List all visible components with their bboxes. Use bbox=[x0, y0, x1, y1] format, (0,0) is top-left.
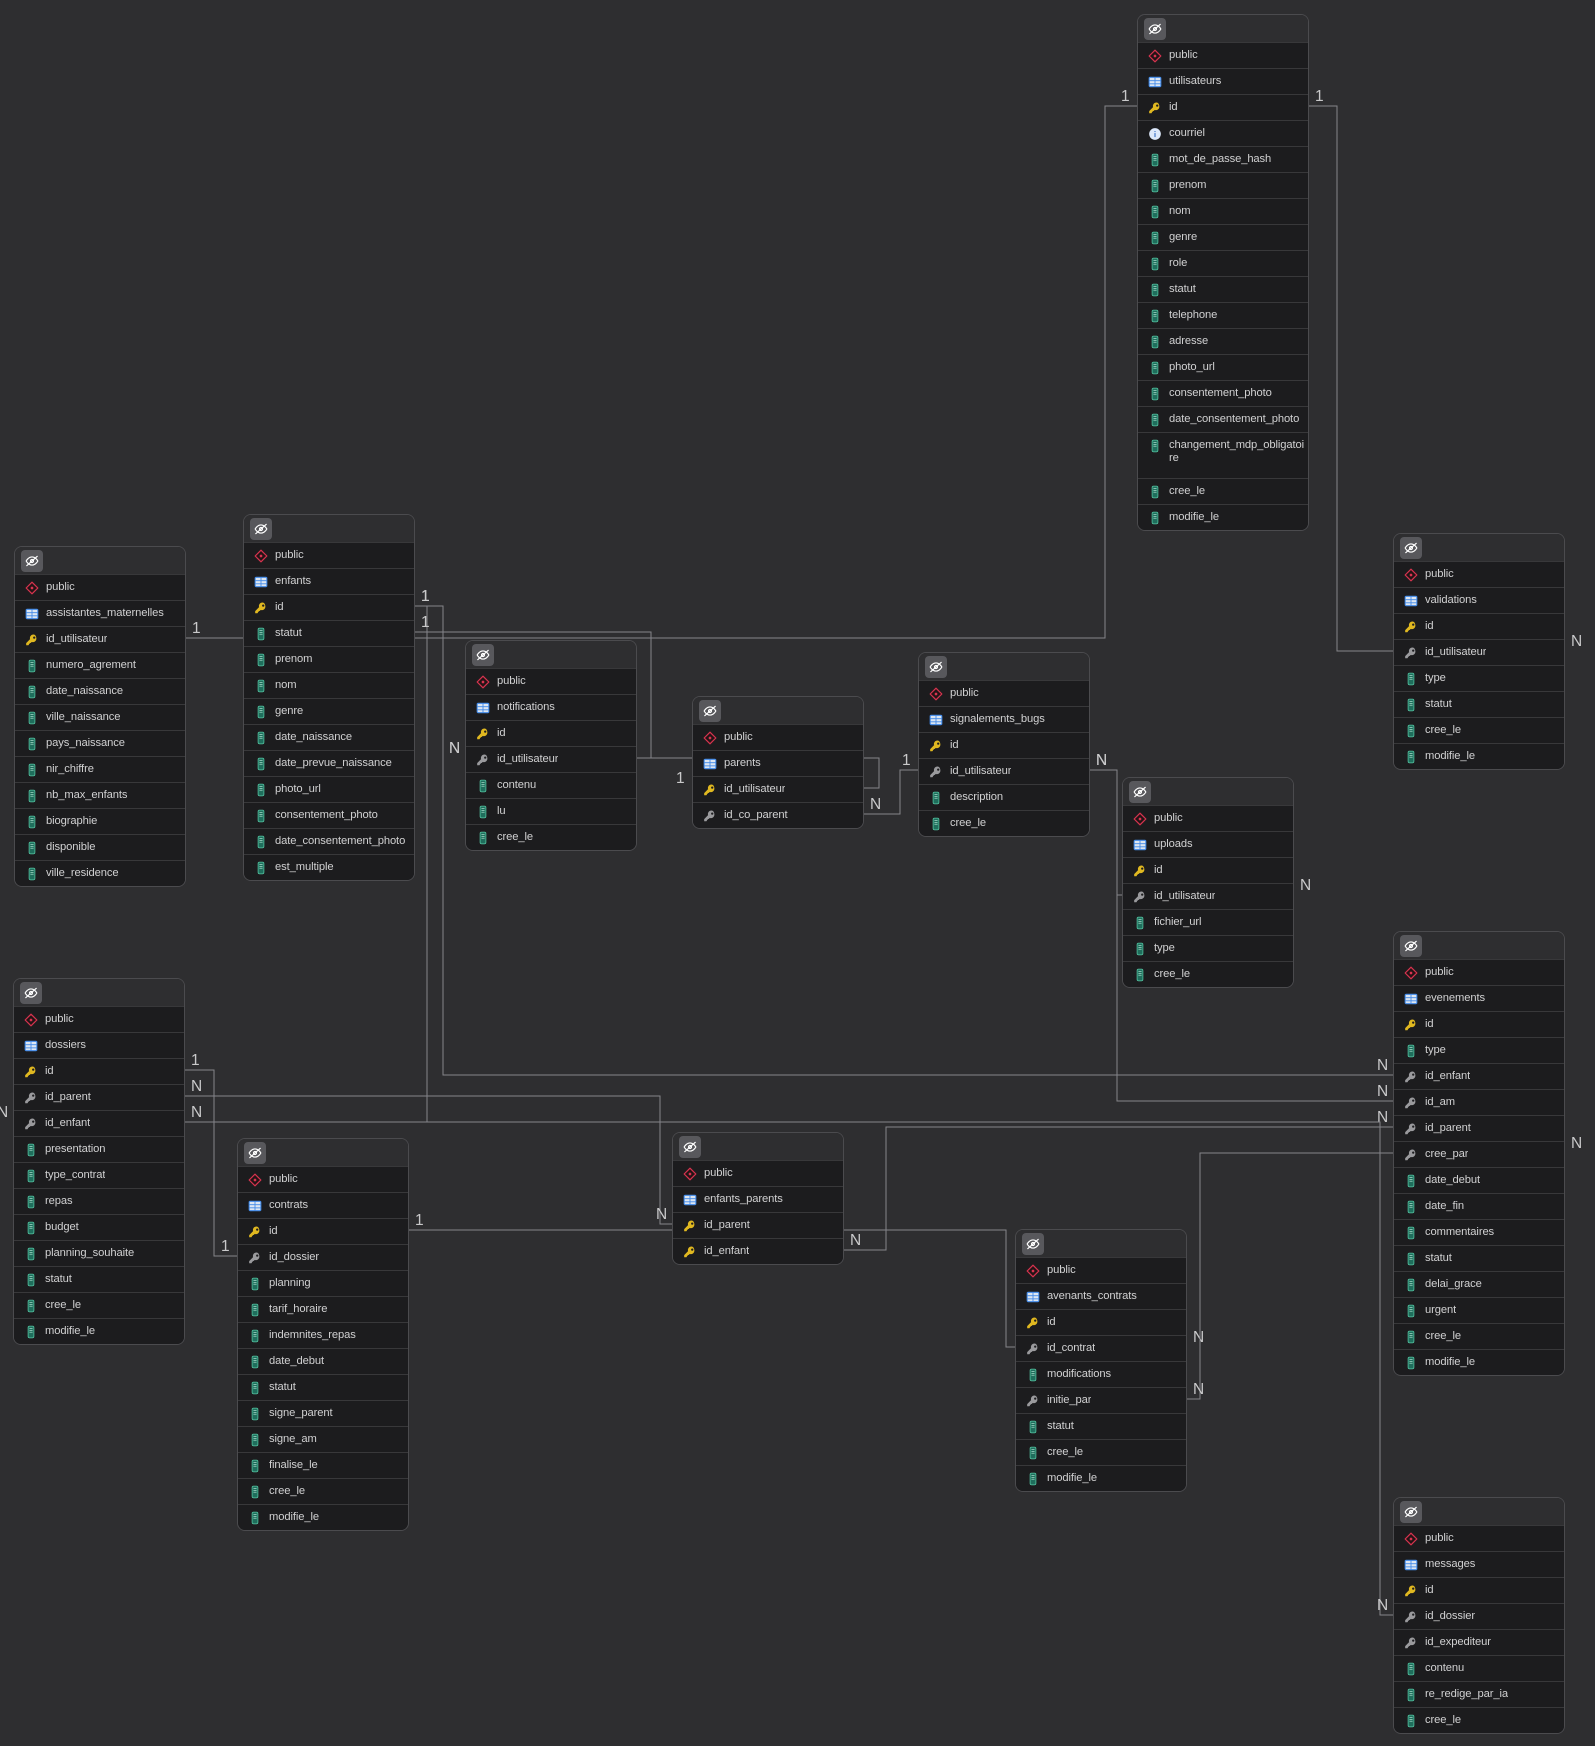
svg-text:N: N bbox=[656, 1206, 667, 1223]
svg-text:1: 1 bbox=[421, 588, 430, 605]
svg-text:1: 1 bbox=[676, 770, 685, 787]
svg-text:N: N bbox=[1096, 752, 1107, 769]
svg-text:1: 1 bbox=[192, 620, 201, 637]
svg-text:N: N bbox=[850, 1232, 861, 1249]
svg-text:N: N bbox=[870, 796, 881, 813]
svg-text:N: N bbox=[449, 740, 460, 757]
svg-text:1: 1 bbox=[421, 588, 430, 605]
svg-text:N: N bbox=[1193, 1381, 1204, 1398]
svg-text:N: N bbox=[449, 740, 460, 757]
svg-text:N: N bbox=[191, 1104, 202, 1121]
svg-text:N: N bbox=[1193, 1329, 1204, 1346]
svg-text:N: N bbox=[1377, 1597, 1388, 1614]
svg-text:1: 1 bbox=[415, 1212, 424, 1229]
svg-text:1: 1 bbox=[902, 752, 911, 769]
svg-text:N: N bbox=[0, 1104, 8, 1121]
svg-text:1: 1 bbox=[221, 1238, 230, 1255]
svg-text:N: N bbox=[1571, 633, 1582, 650]
svg-text:N: N bbox=[1096, 752, 1107, 769]
svg-text:N: N bbox=[1377, 1109, 1388, 1126]
svg-text:N: N bbox=[191, 1078, 202, 1095]
svg-text:1: 1 bbox=[1315, 88, 1324, 105]
svg-text:N: N bbox=[1300, 877, 1311, 894]
svg-text:N: N bbox=[1377, 1057, 1388, 1074]
svg-text:1: 1 bbox=[1121, 88, 1130, 105]
svg-text:1: 1 bbox=[191, 1052, 200, 1069]
svg-text:N: N bbox=[1377, 1083, 1388, 1100]
svg-text:1: 1 bbox=[421, 614, 430, 631]
svg-text:N: N bbox=[1571, 1135, 1582, 1152]
